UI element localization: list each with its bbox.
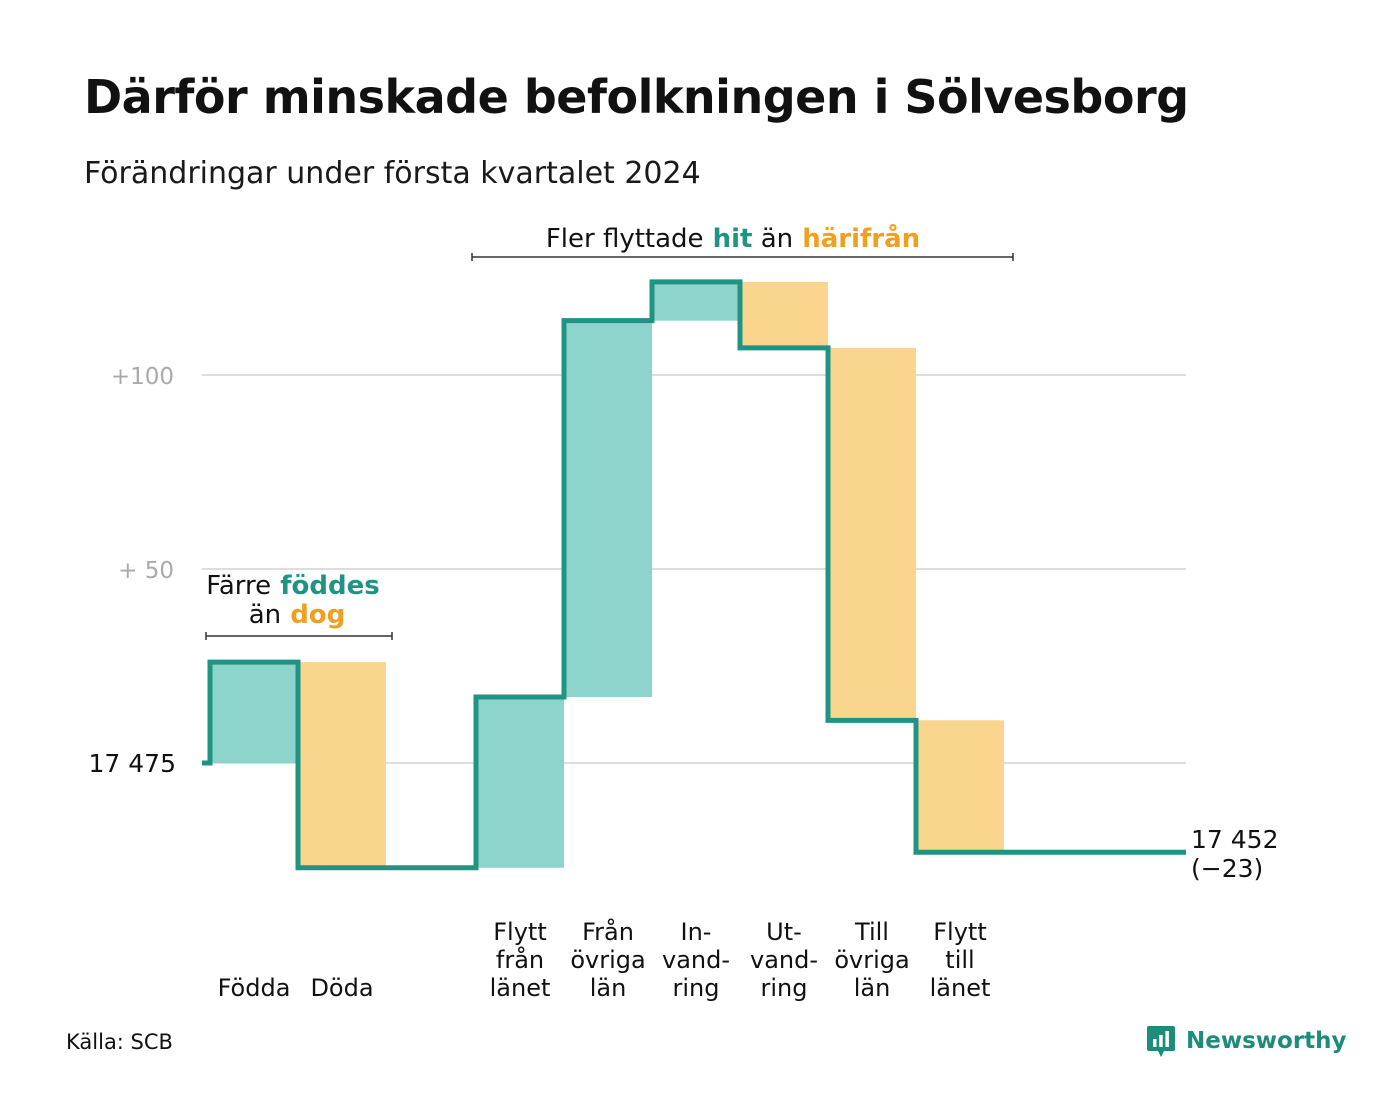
category-label: In-vand-ring <box>662 918 730 1002</box>
newsworthy-logo: Newsworthy <box>1146 1024 1347 1058</box>
waterfall-bar <box>476 697 564 868</box>
annotation-migration: Fler flyttade hit än härifrån <box>546 222 920 254</box>
category-label: Flytt från länet <box>490 918 551 1002</box>
end-value-label: 17 452 <box>1191 825 1278 854</box>
waterfall-bar <box>740 281 828 348</box>
chart-subtitle: Förändringar under första kvartalet 2024 <box>84 156 701 191</box>
waterfall-bar <box>652 281 740 321</box>
category-label: Flytt till länet <box>930 918 991 1002</box>
waterfall-bar <box>298 662 386 868</box>
category-label: Till övriga län <box>834 918 909 1002</box>
waterfall-bar <box>916 720 1004 853</box>
end-change-label: (−23) <box>1191 854 1263 883</box>
annotation-births-deaths-line1: Färre föddes <box>206 571 379 601</box>
category-label: Från övriga län <box>570 917 645 1002</box>
chart-title: Därför minskade befolkningen i Sölvesbor… <box>84 70 1189 124</box>
y-tick-label: +100 <box>111 364 174 390</box>
y-tick-label: + 50 <box>118 558 174 584</box>
y-tick-label: 17 475 <box>89 749 176 778</box>
cumulative-step-line <box>202 279 1186 871</box>
category-label: Ut-vand-ring <box>750 918 818 1002</box>
category-label: Döda <box>310 974 373 1002</box>
waterfall-bar <box>828 347 916 721</box>
brand-name: Newsworthy <box>1186 1028 1347 1054</box>
newsworthy-logo-icon <box>1147 1026 1175 1057</box>
source-note: Källa: SCB <box>66 1030 173 1054</box>
annotation-births-deaths-line2: än dog <box>249 600 346 630</box>
category-label: Födda <box>218 974 291 1002</box>
waterfall-bar <box>564 320 652 698</box>
waterfall-bar <box>210 662 298 763</box>
